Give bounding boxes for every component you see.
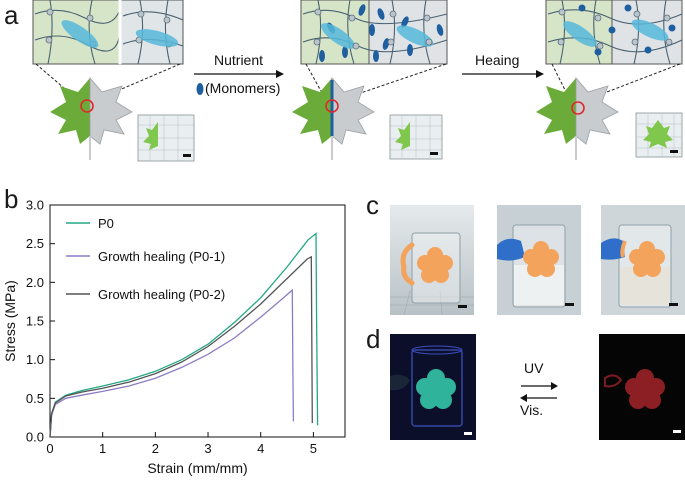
plot-frame [49, 204, 346, 438]
legend-label-1: Growth healing (P0-1) [98, 249, 225, 264]
photo-uv-off [599, 334, 685, 440]
y-tick-label: 0.5 [26, 391, 44, 406]
photo-beaker-1 [390, 205, 474, 315]
y-axis-label: Stress (MPa) [2, 280, 18, 362]
monomers-label: (Monomers) [205, 80, 281, 96]
nutrient-label: Nutrient [214, 52, 264, 68]
healing-label: Heaing [475, 52, 520, 68]
y-tick-label: 3.0 [26, 198, 44, 213]
panel-a-figure [32, 0, 683, 162]
y-tick-label: 0.0 [26, 430, 44, 445]
stage2-leaf [292, 76, 375, 160]
uv-label: UV [524, 360, 544, 376]
x-tick-label: 4 [257, 441, 264, 456]
stage2-photo-inset [389, 114, 443, 160]
stage3-photo-inset [635, 112, 683, 158]
vis-label: Vis. [520, 402, 544, 418]
panel-d-label: d [366, 324, 381, 354]
uv-vis-arrows [520, 382, 558, 402]
y-tick-label: 1.5 [26, 314, 44, 329]
y-tick-label: 1.0 [26, 352, 44, 367]
series-line-2 [49, 255, 313, 438]
stage3-zoom-box [545, 0, 683, 65]
photo-beaker-2 [497, 205, 581, 315]
stage2-zoom-box [300, 0, 448, 65]
panel-a-label: a [4, 0, 19, 30]
stage3-leaf [536, 76, 619, 160]
stage1-photo-inset [137, 114, 195, 162]
legend-label-2: Growth healing (P0-2) [98, 287, 225, 302]
panel-c-label: c [366, 190, 379, 220]
panel-b-label: b [4, 184, 19, 214]
photo-beaker-3 [601, 205, 685, 315]
x-tick-label: 1 [99, 441, 106, 456]
y-tick-label: 2.0 [26, 275, 44, 290]
series-line-0 [49, 232, 319, 438]
x-axis-label: Strain (mm/mm) [147, 460, 247, 476]
stress-strain-chart: 0 1 2 3 4 5 0.0 0.5 1.0 1.5 2.0 2.5 3.0 Strain (mm/mm… [2, 198, 346, 476]
series-line-1 [49, 288, 295, 438]
x-tick-label: 0 [46, 441, 53, 456]
x-tick-label: 5 [310, 441, 317, 456]
stage1-leaf [50, 76, 133, 160]
y-tick-label: 2.5 [26, 236, 44, 251]
x-tick-label: 3 [204, 441, 211, 456]
stage1-zoom-box [32, 0, 184, 65]
legend-label-0: P0 [98, 216, 114, 231]
photo-uv-on [390, 334, 476, 440]
x-tick-label: 2 [152, 441, 159, 456]
